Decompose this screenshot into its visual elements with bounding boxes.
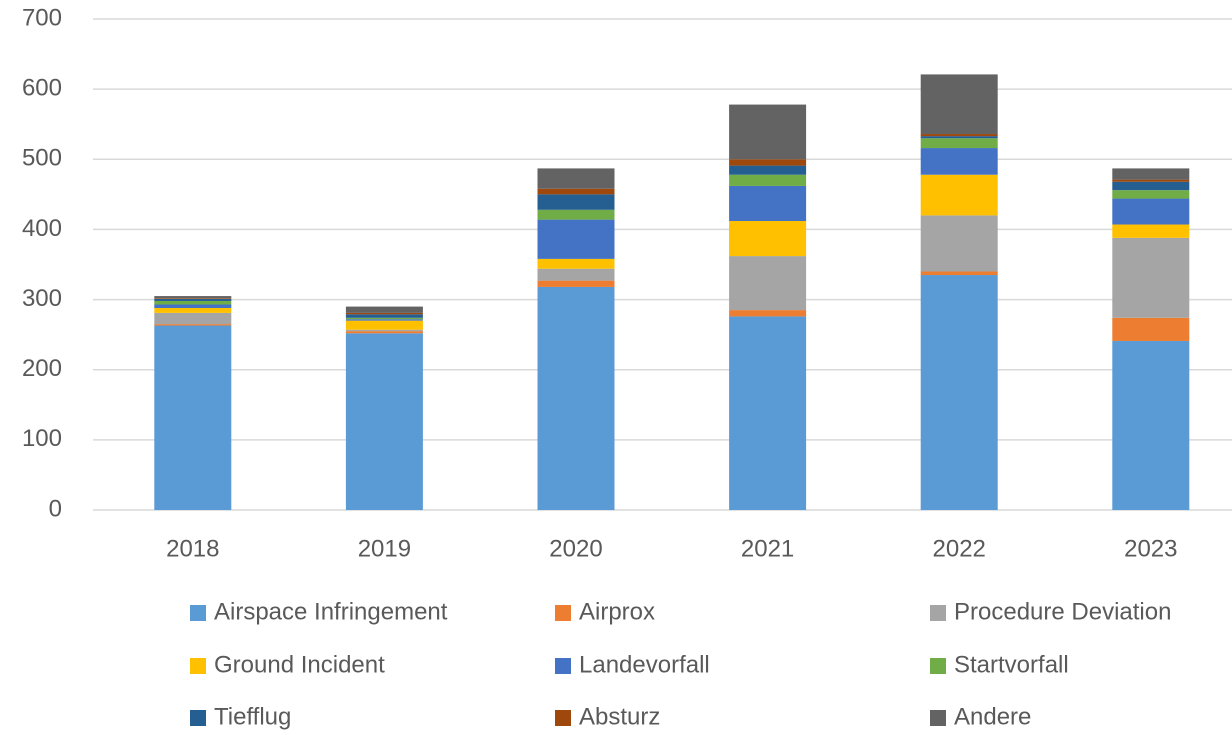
legend-swatch [190, 658, 206, 674]
bar-segment [154, 296, 232, 299]
bar-segment [154, 324, 232, 326]
bar-segment [537, 219, 615, 259]
bar-segment [537, 209, 615, 220]
bar-segment [729, 256, 807, 311]
bar-segment [345, 331, 423, 334]
legend-swatch [930, 710, 946, 726]
legend-label: Tiefflug [214, 703, 291, 730]
bar-segment [1112, 168, 1190, 180]
bar-segment [537, 194, 615, 210]
bar-segment [154, 325, 232, 510]
bar-segment [1112, 317, 1190, 341]
bar-segment [920, 148, 998, 175]
legend-label: Startvorfall [954, 651, 1069, 678]
bar-segment [345, 319, 423, 321]
x-tick-label: 2023 [1124, 535, 1177, 562]
bar-segment [920, 215, 998, 272]
bar-segment [537, 268, 615, 281]
legend-label: Andere [954, 703, 1031, 730]
bar-segment [729, 310, 807, 317]
x-tick-label: 2022 [933, 535, 986, 562]
y-tick-label: 200 [22, 355, 62, 382]
bar-segment [920, 134, 998, 137]
x-tick-label: 2020 [549, 535, 602, 562]
legend-label: Airprox [579, 598, 655, 625]
bar-segment [1112, 198, 1190, 225]
legend-swatch [190, 710, 206, 726]
bar-segment [1112, 190, 1190, 199]
bar-segment [537, 258, 615, 269]
y-tick-label: 400 [22, 215, 62, 242]
bar-segment [345, 320, 423, 330]
bar-segment [537, 286, 615, 510]
bar-segment [729, 221, 807, 257]
bar-segment [920, 174, 998, 216]
x-tick-label: 2021 [741, 535, 794, 562]
x-tick-label: 2019 [358, 535, 411, 562]
bar-segment [729, 185, 807, 222]
bar-segment [537, 280, 615, 287]
legend-label: Ground Incident [214, 651, 385, 678]
bar-segment [729, 159, 807, 166]
legend-swatch [555, 658, 571, 674]
bar-segment [1112, 237, 1190, 318]
y-tick-label: 700 [22, 4, 62, 31]
bar-segment [1112, 340, 1190, 510]
bar-segment [729, 104, 807, 160]
x-tick-label: 2018 [166, 535, 219, 562]
bar-segment [345, 329, 423, 332]
legend-label: Airspace Infringement [214, 598, 448, 625]
bar-segment [345, 333, 423, 510]
bar-segment [920, 74, 998, 135]
legend-swatch [555, 710, 571, 726]
bar-segment [729, 174, 807, 186]
legend-label: Absturz [579, 703, 660, 730]
bar-segment [345, 312, 423, 315]
y-tick-label: 500 [22, 145, 62, 172]
bar-segment [729, 316, 807, 510]
bar-segment [920, 136, 998, 139]
bar-segment [154, 298, 232, 301]
bar-segment [154, 307, 232, 313]
bar-segment [537, 188, 615, 195]
legend-swatch [930, 658, 946, 674]
legend-swatch [190, 605, 206, 621]
y-tick-label: 100 [22, 425, 62, 452]
bar-segment [154, 312, 232, 325]
legend-label: Landevorfall [579, 651, 710, 678]
bar-segment [729, 165, 807, 175]
bar-segment [1112, 181, 1190, 191]
legend-label: Procedure Deviation [954, 598, 1171, 625]
bar-segment [345, 306, 423, 313]
bar-segment [345, 314, 423, 318]
legend-swatch [555, 605, 571, 621]
bar-segment [154, 298, 232, 299]
bar-segment [154, 300, 232, 305]
bar-segment [920, 138, 998, 149]
bar-segment [920, 271, 998, 276]
y-tick-label: 300 [22, 285, 62, 312]
bar-segment [1112, 224, 1190, 238]
legend-swatch [930, 605, 946, 621]
bar-segment [154, 304, 232, 308]
bar-segment [1112, 179, 1190, 182]
bar-segment [345, 317, 423, 320]
bar-segment [537, 168, 615, 189]
bar-segment [920, 275, 998, 510]
y-tick-label: 600 [22, 74, 62, 101]
y-tick-label: 0 [49, 495, 62, 522]
